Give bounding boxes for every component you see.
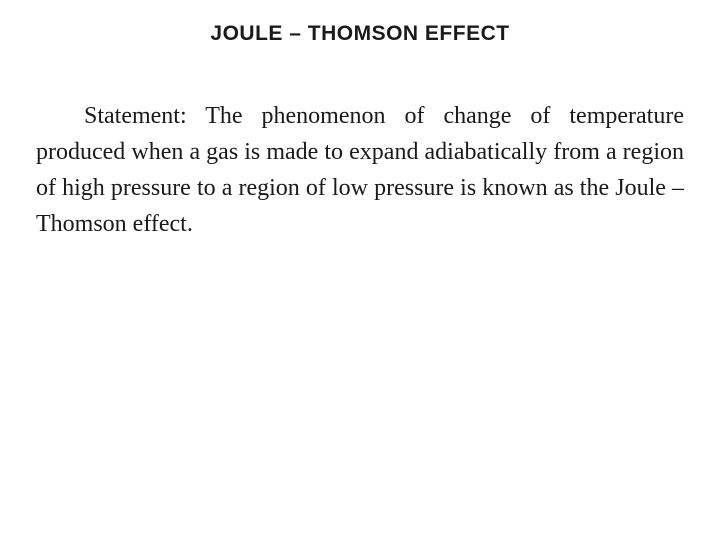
slide: JOULE – THOMSON EFFECT Statement: The ph…: [0, 0, 720, 540]
footer-svg: [0, 130, 720, 540]
slide-title: JOULE – THOMSON EFFECT: [0, 22, 720, 46]
